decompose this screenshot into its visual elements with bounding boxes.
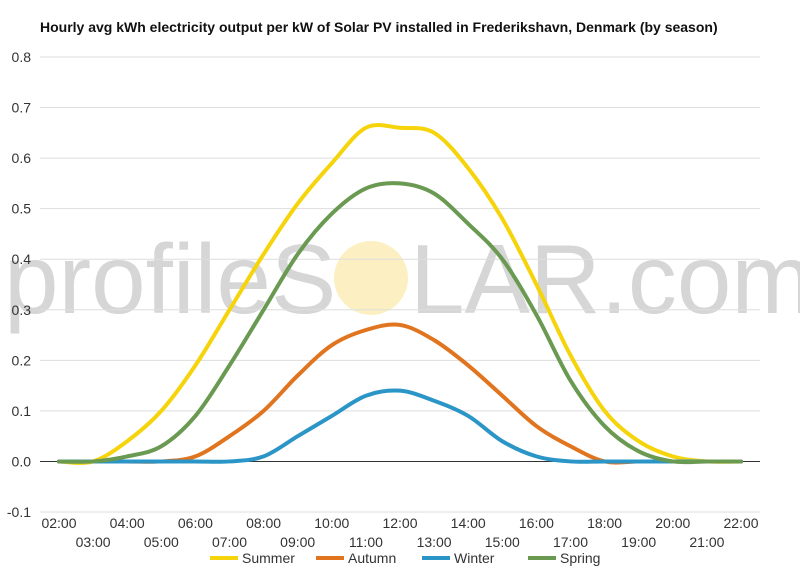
x-tick-label: 15:00 (485, 534, 520, 550)
x-tick-label: 08:00 (246, 515, 281, 531)
series-line-winter (57, 388, 743, 464)
legend-swatch-summer (210, 556, 238, 560)
x-tick-label: 03:00 (76, 534, 111, 550)
y-tick-label: -0.1 (7, 504, 31, 520)
x-tick-label: 19:00 (621, 534, 656, 550)
x-tick-label: 02:00 (41, 515, 76, 531)
x-tick-label: 20:00 (655, 515, 690, 531)
x-tick-label: 06:00 (178, 515, 213, 531)
y-tick-label: 0.2 (12, 352, 32, 368)
x-tick-label: 18:00 (587, 515, 622, 531)
watermark-text-left: profileS (4, 224, 336, 334)
legend-swatch-winter (422, 556, 450, 560)
x-tick-label: 16:00 (519, 515, 554, 531)
watermark: profileS LAR.com (4, 224, 800, 334)
grid (40, 56, 760, 513)
x-tick-label: 11:00 (349, 534, 383, 550)
x-tick-label: 21:00 (689, 534, 724, 550)
y-tick-label: 0.6 (12, 150, 32, 166)
series-line-spring (57, 181, 743, 465)
y-tick-label: 0.8 (12, 49, 32, 65)
y-axis-ticks: -0.1 0.0 0.1 0.2 0.3 0.4 0.5 0.6 0.7 0.8 (7, 49, 31, 520)
x-tick-label: 12:00 (382, 515, 417, 531)
series-line-summer (57, 122, 743, 465)
legend-label-winter: Winter (454, 550, 495, 566)
y-tick-label: 0.3 (12, 302, 32, 318)
legend-label-autumn: Autumn (348, 550, 396, 566)
series-lines (57, 122, 743, 465)
x-tick-label: 22:00 (723, 515, 758, 531)
x-tick-label: 07:00 (212, 534, 247, 550)
y-tick-label: 0.7 (12, 100, 32, 116)
y-tick-label: 0.1 (12, 403, 32, 419)
x-tick-label: 09:00 (280, 534, 315, 550)
x-tick-label: 04:00 (110, 515, 145, 531)
y-tick-label: 0.4 (12, 251, 32, 267)
watermark-text-right: LAR.com (410, 224, 800, 334)
y-tick-label: 0.0 (12, 453, 32, 469)
x-tick-label: 13:00 (417, 534, 452, 550)
legend: Summer Autumn Winter Spring (210, 550, 600, 566)
legend-swatch-spring (528, 556, 556, 560)
watermark-sun-icon (334, 241, 408, 315)
y-tick-label: 0.5 (12, 201, 32, 217)
legend-label-spring: Spring (560, 550, 600, 566)
legend-swatch-autumn (316, 556, 344, 560)
x-tick-label: 10:00 (314, 515, 349, 531)
legend-label-summer: Summer (242, 550, 295, 566)
x-tick-label: 14:00 (451, 515, 486, 531)
x-tick-label: 05:00 (144, 534, 179, 550)
chart-title: Hourly avg kWh electricity output per kW… (40, 19, 718, 35)
x-tick-label: 17:00 (553, 534, 588, 550)
